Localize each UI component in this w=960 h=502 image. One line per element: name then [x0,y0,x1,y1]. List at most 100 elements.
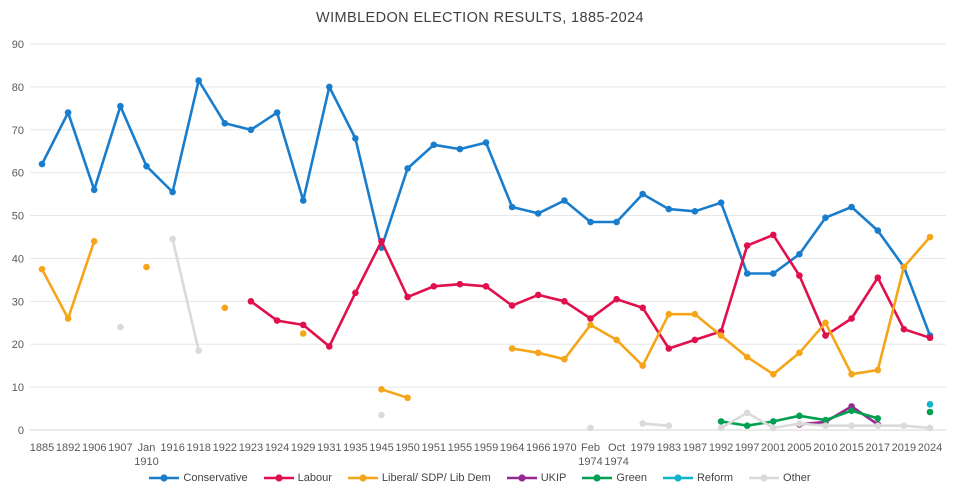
data-point-conservative [195,77,202,84]
data-point-conservative [352,135,359,142]
data-point-conservative [691,208,699,215]
data-point-labour [900,325,908,333]
x-tick-label: 1916 [160,442,184,454]
data-point-other [117,323,124,331]
data-point-liberal-sdp-lib-dem [561,355,568,363]
legend-marker-green [582,474,613,482]
data-point-labour [822,332,829,339]
data-point-other [378,411,385,419]
data-point-liberal-sdp-lib-dem [534,349,542,357]
series-liberal-sdp-lib-dem [38,233,934,402]
legend-label: UKIP [540,472,567,484]
x-tick-label: Oct [608,442,625,454]
data-point-liberal-sdp-lib-dem [378,386,385,393]
data-point-liberal-sdp-lib-dem [38,265,46,273]
data-point-conservative [561,197,568,204]
x-tick-label: 1979 [630,442,654,454]
data-point-liberal-sdp-lib-dem [822,319,829,327]
legend-item-liberal-sdp-lib-dem: Liberal/ SDP/ Lib Dem [347,472,491,484]
data-point-other [743,409,751,417]
series-line-other [171,237,200,353]
data-point-labour [352,289,359,297]
legend-label: Labour [297,472,332,484]
data-point-liberal-sdp-lib-dem [691,310,699,318]
data-point-conservative [613,218,620,226]
data-point-labour [848,315,855,322]
data-point-conservative [874,227,882,234]
data-point-labour [770,231,777,239]
series-conservative [38,77,934,339]
x-tick-label: 1950 [395,442,419,454]
data-point-conservative [848,203,855,211]
data-point-conservative [247,126,255,134]
data-point-green [848,407,855,415]
x-tick-label: 1955 [448,442,472,454]
legend-label: Green [616,472,647,484]
data-point-labour [299,321,307,329]
data-point-labour [482,283,490,290]
legend-label: Reform [696,472,734,484]
y-tick-label: 70 [12,125,24,137]
data-point-conservative [482,139,490,146]
data-point-other [169,235,176,243]
data-point-other [665,422,673,430]
data-point-conservative [143,162,150,170]
data-point-conservative [639,190,646,198]
data-point-conservative [822,214,829,221]
x-tick-label: 1966 [526,442,550,454]
series-line-other [641,422,671,428]
x-tick-label: 1970 [552,442,576,454]
data-point-liberal-sdp-lib-dem [639,362,646,370]
data-point-labour [534,291,542,299]
x-tick-label: 1931 [317,442,341,454]
legend-item-ukip: UKIP [506,472,567,484]
legend-marker-ukip [506,474,537,482]
data-point-labour [874,274,882,282]
x-tick-label: 1892 [56,442,80,454]
y-tick-label: 10 [12,382,24,394]
data-point-labour [508,302,516,309]
data-point-conservative [743,270,751,277]
legend-item-green: Green [582,472,647,484]
data-point-labour [743,242,751,249]
data-point-green [822,416,829,424]
data-point-conservative [326,83,333,91]
y-tick-label: 60 [12,168,24,180]
data-point-conservative [299,197,307,204]
data-point-conservative [90,186,98,194]
data-point-other [926,424,934,432]
data-point-other [639,420,646,427]
data-point-liberal-sdp-lib-dem [299,330,307,337]
y-tick-label: 90 [12,39,24,51]
data-point-conservative [796,250,803,258]
x-tick-label: 1918 [186,442,210,454]
data-point-other [796,420,803,427]
data-point-liberal-sdp-lib-dem [770,370,777,378]
legend-label: Conservative [183,472,248,484]
data-point-conservative [404,165,411,172]
data-point-conservative [456,145,464,153]
legend-item-reform: Reform [662,472,734,484]
chart-canvas: 0 10 20 30 40 50 60 70 80 90 1885 1892 1906 1907 Jan 19… [12,39,946,468]
data-point-labour [796,272,803,279]
chart-plot-area: 0 10 20 30 40 50 60 70 80 90 1885 1892 1906 1907 Jan 19… [12,39,946,468]
y-tick-label: 40 [12,253,24,265]
chart-legend: Conservative Labour Liberal/ SDP/ Lib Dem U… [0,472,960,484]
legend-item-conservative: Conservative [149,472,248,484]
data-point-liberal-sdp-lib-dem [64,315,72,322]
data-point-other [195,347,202,355]
series-line-liberal-sdp-lib-dem [40,240,96,320]
legend-marker-labour [263,474,294,482]
legend-marker-liberal-sdp-lib-dem [347,474,378,482]
x-tick-label: 1959 [474,442,498,454]
x-tick-label: 2019 [892,442,916,454]
series-labour [247,231,934,352]
x-tick-label: 1974 [578,456,602,468]
legend-marker-reform [662,474,693,482]
y-tick-label: 0 [18,425,24,437]
data-point-conservative [169,188,176,196]
x-tick-label: 2017 [866,442,890,454]
data-point-liberal-sdp-lib-dem [587,321,594,329]
data-point-labour [587,315,594,322]
